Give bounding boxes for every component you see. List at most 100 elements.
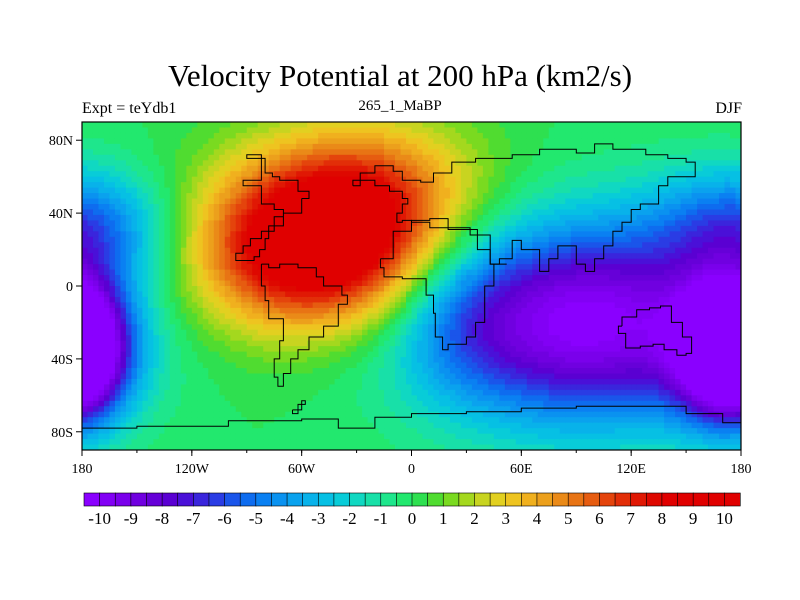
field-cell bbox=[493, 214, 500, 221]
field-cell bbox=[290, 165, 297, 172]
field-cell bbox=[466, 340, 473, 347]
field-cell bbox=[197, 346, 204, 353]
field-cell bbox=[114, 362, 122, 369]
field-cell bbox=[389, 253, 396, 260]
field-cell bbox=[460, 193, 468, 200]
field-cell bbox=[411, 220, 418, 227]
field-cell bbox=[279, 165, 286, 172]
field-cell bbox=[449, 154, 457, 161]
field-cell bbox=[241, 160, 248, 167]
field-cell bbox=[340, 154, 347, 161]
field-cell bbox=[477, 253, 484, 260]
field-cell bbox=[510, 313, 517, 320]
field-cell bbox=[263, 373, 270, 380]
field-cell bbox=[263, 318, 270, 325]
field-cell bbox=[98, 242, 105, 249]
field-cell bbox=[92, 428, 100, 435]
field-cell bbox=[460, 127, 468, 134]
field-cell bbox=[329, 444, 336, 450]
field-cell bbox=[384, 187, 391, 194]
field-cell bbox=[389, 428, 396, 435]
field-cell bbox=[318, 171, 325, 178]
field-cell bbox=[400, 368, 407, 375]
field-cell bbox=[98, 236, 105, 243]
field-cell bbox=[114, 422, 122, 429]
field-cell bbox=[241, 220, 248, 227]
field-cell bbox=[345, 132, 352, 139]
field-cell bbox=[109, 214, 116, 221]
field-cell bbox=[477, 302, 484, 309]
field-cell bbox=[455, 264, 462, 271]
field-cell bbox=[515, 340, 522, 347]
field-cell bbox=[136, 428, 144, 435]
field-cell bbox=[87, 214, 94, 221]
field-cell bbox=[164, 236, 171, 243]
field-cell bbox=[510, 258, 517, 265]
field-cell bbox=[103, 335, 111, 342]
field-cell bbox=[438, 439, 446, 446]
field-cell bbox=[307, 143, 314, 150]
field-cell bbox=[235, 149, 242, 156]
field-cell bbox=[351, 154, 358, 161]
field-cell bbox=[87, 247, 94, 254]
field-cell bbox=[164, 307, 171, 314]
field-cell bbox=[526, 253, 533, 260]
field-cell bbox=[147, 143, 154, 150]
field-cell bbox=[147, 127, 154, 134]
field-cell bbox=[378, 149, 385, 156]
field-cell bbox=[455, 307, 462, 314]
field-cell bbox=[268, 351, 275, 358]
field-cell bbox=[444, 406, 451, 413]
field-cell bbox=[246, 422, 253, 429]
field-cell bbox=[488, 368, 495, 375]
field-cell bbox=[334, 439, 341, 446]
field-cell bbox=[482, 335, 489, 342]
field-cell bbox=[482, 307, 489, 314]
field-cell bbox=[257, 264, 264, 271]
field-cell bbox=[125, 378, 133, 385]
field-cell bbox=[389, 171, 396, 178]
field-cell bbox=[131, 122, 138, 129]
field-cell bbox=[323, 351, 330, 358]
field-cell bbox=[362, 329, 369, 336]
field-cell bbox=[142, 318, 149, 325]
field-cell bbox=[312, 389, 319, 396]
field-cell bbox=[290, 149, 297, 156]
field-cell bbox=[510, 204, 517, 211]
field-cell bbox=[230, 231, 237, 238]
field-cell bbox=[257, 346, 264, 353]
field-cell bbox=[378, 253, 385, 260]
field-cell bbox=[389, 395, 396, 402]
field-cell bbox=[131, 165, 138, 172]
field-cell bbox=[82, 318, 89, 325]
field-cell bbox=[252, 220, 259, 227]
field-cell bbox=[493, 346, 500, 353]
field-cell bbox=[235, 395, 242, 402]
field-cell bbox=[521, 127, 528, 134]
field-cell bbox=[312, 286, 319, 293]
field-cell bbox=[411, 433, 418, 440]
field-cell bbox=[158, 182, 165, 189]
field-cell bbox=[301, 340, 308, 347]
field-cell bbox=[230, 160, 237, 167]
field-cell bbox=[318, 182, 325, 189]
field-cell bbox=[180, 258, 187, 265]
field-cell bbox=[191, 406, 198, 413]
field-cell bbox=[252, 318, 259, 325]
field-cell bbox=[114, 428, 122, 435]
field-cell bbox=[263, 247, 270, 254]
season-label: DJF bbox=[715, 100, 742, 117]
field-cell bbox=[279, 231, 286, 238]
field-cell bbox=[416, 258, 424, 265]
field-cell bbox=[213, 389, 220, 396]
field-cell bbox=[219, 209, 226, 216]
field-cell bbox=[411, 346, 418, 353]
field-cell bbox=[142, 280, 149, 287]
field-cell bbox=[378, 378, 385, 385]
field-cell bbox=[175, 384, 182, 391]
field-cell bbox=[180, 384, 187, 391]
field-cell bbox=[389, 204, 396, 211]
field-cell bbox=[213, 307, 220, 314]
field-cell bbox=[158, 313, 165, 320]
field-cell bbox=[136, 362, 144, 369]
